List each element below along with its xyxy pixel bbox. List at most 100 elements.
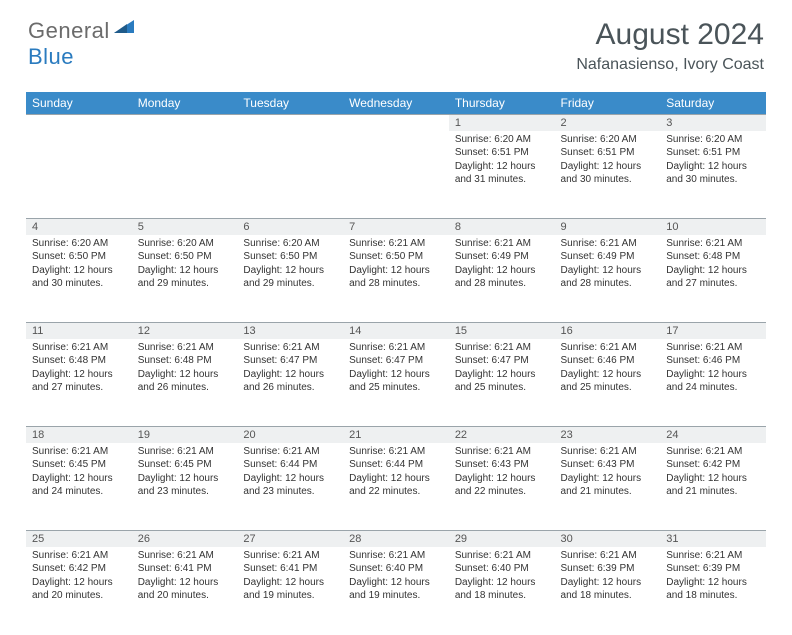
- day-number-cell: 27: [237, 531, 343, 547]
- sunrise-text: Sunrise: 6:21 AM: [138, 549, 232, 563]
- calendar-table: Sunday Monday Tuesday Wednesday Thursday…: [26, 92, 766, 635]
- daylight-text: Daylight: 12 hours and 30 minutes.: [666, 160, 760, 187]
- daylight-text: Daylight: 12 hours and 25 minutes.: [455, 368, 549, 395]
- daylight-text: Daylight: 12 hours and 24 minutes.: [32, 472, 126, 499]
- day-info-cell: Sunrise: 6:21 AMSunset: 6:40 PMDaylight:…: [343, 547, 449, 635]
- sunrise-text: Sunrise: 6:20 AM: [666, 133, 760, 147]
- day-info-cell: Sunrise: 6:21 AMSunset: 6:46 PMDaylight:…: [660, 339, 766, 427]
- day-info-cell: Sunrise: 6:20 AMSunset: 6:50 PMDaylight:…: [237, 235, 343, 323]
- sunset-text: Sunset: 6:43 PM: [561, 458, 655, 472]
- day-info-cell: Sunrise: 6:21 AMSunset: 6:46 PMDaylight:…: [555, 339, 661, 427]
- sunset-text: Sunset: 6:42 PM: [32, 562, 126, 576]
- day-number-cell: 3: [660, 115, 766, 131]
- day-number-row: 45678910: [26, 219, 766, 235]
- sunset-text: Sunset: 6:40 PM: [349, 562, 443, 576]
- daylight-text: Daylight: 12 hours and 19 minutes.: [349, 576, 443, 603]
- daylight-text: Daylight: 12 hours and 29 minutes.: [243, 264, 337, 291]
- daylight-text: Daylight: 12 hours and 18 minutes.: [561, 576, 655, 603]
- brand-word1: General: [28, 18, 110, 44]
- day-info-cell: Sunrise: 6:21 AMSunset: 6:42 PMDaylight:…: [26, 547, 132, 635]
- day-info-cell: Sunrise: 6:21 AMSunset: 6:40 PMDaylight:…: [449, 547, 555, 635]
- sunrise-text: Sunrise: 6:21 AM: [349, 445, 443, 459]
- day-number-cell: 12: [132, 323, 238, 339]
- day-info-row: Sunrise: 6:20 AMSunset: 6:51 PMDaylight:…: [26, 131, 766, 219]
- day-info-cell: Sunrise: 6:21 AMSunset: 6:47 PMDaylight:…: [343, 339, 449, 427]
- month-title: August 2024: [576, 18, 764, 52]
- weekday-header: Wednesday: [343, 92, 449, 115]
- day-info-cell: Sunrise: 6:20 AMSunset: 6:51 PMDaylight:…: [449, 131, 555, 219]
- weekday-header-row: Sunday Monday Tuesday Wednesday Thursday…: [26, 92, 766, 115]
- daylight-text: Daylight: 12 hours and 19 minutes.: [243, 576, 337, 603]
- weekday-header: Monday: [132, 92, 238, 115]
- sunset-text: Sunset: 6:46 PM: [561, 354, 655, 368]
- brand-logo: General: [28, 18, 138, 44]
- location-subtitle: Nafanasienso, Ivory Coast: [576, 56, 764, 74]
- sunrise-text: Sunrise: 6:21 AM: [32, 341, 126, 355]
- sunrise-text: Sunrise: 6:21 AM: [666, 237, 760, 251]
- day-number-cell: 25: [26, 531, 132, 547]
- weekday-header: Sunday: [26, 92, 132, 115]
- daylight-text: Daylight: 12 hours and 18 minutes.: [455, 576, 549, 603]
- title-block: August 2024 Nafanasienso, Ivory Coast: [576, 18, 764, 74]
- sunset-text: Sunset: 6:48 PM: [138, 354, 232, 368]
- sunrise-text: Sunrise: 6:20 AM: [243, 237, 337, 251]
- day-number-cell: 29: [449, 531, 555, 547]
- day-number-cell: [132, 115, 238, 131]
- weekday-header: Thursday: [449, 92, 555, 115]
- sunrise-text: Sunrise: 6:20 AM: [561, 133, 655, 147]
- sunset-text: Sunset: 6:46 PM: [666, 354, 760, 368]
- day-info-cell: Sunrise: 6:21 AMSunset: 6:45 PMDaylight:…: [132, 443, 238, 531]
- sunset-text: Sunset: 6:45 PM: [32, 458, 126, 472]
- sunrise-text: Sunrise: 6:21 AM: [666, 341, 760, 355]
- daylight-text: Daylight: 12 hours and 23 minutes.: [243, 472, 337, 499]
- day-info-cell: Sunrise: 6:21 AMSunset: 6:48 PMDaylight:…: [660, 235, 766, 323]
- sunset-text: Sunset: 6:47 PM: [349, 354, 443, 368]
- day-number-cell: 23: [555, 427, 661, 443]
- weekday-header: Friday: [555, 92, 661, 115]
- day-number-cell: 14: [343, 323, 449, 339]
- day-info-row: Sunrise: 6:21 AMSunset: 6:45 PMDaylight:…: [26, 443, 766, 531]
- day-info-cell: Sunrise: 6:21 AMSunset: 6:48 PMDaylight:…: [26, 339, 132, 427]
- sunset-text: Sunset: 6:40 PM: [455, 562, 549, 576]
- sunset-text: Sunset: 6:41 PM: [243, 562, 337, 576]
- weekday-header: Saturday: [660, 92, 766, 115]
- day-number-cell: [343, 115, 449, 131]
- sunset-text: Sunset: 6:50 PM: [349, 250, 443, 264]
- sunrise-text: Sunrise: 6:21 AM: [561, 237, 655, 251]
- sunset-text: Sunset: 6:49 PM: [561, 250, 655, 264]
- sunrise-text: Sunrise: 6:21 AM: [349, 341, 443, 355]
- day-number-cell: 2: [555, 115, 661, 131]
- daylight-text: Daylight: 12 hours and 21 minutes.: [561, 472, 655, 499]
- daylight-text: Daylight: 12 hours and 26 minutes.: [138, 368, 232, 395]
- day-info-cell: Sunrise: 6:21 AMSunset: 6:49 PMDaylight:…: [449, 235, 555, 323]
- sunset-text: Sunset: 6:51 PM: [455, 146, 549, 160]
- sunrise-text: Sunrise: 6:21 AM: [455, 237, 549, 251]
- sunrise-text: Sunrise: 6:21 AM: [666, 549, 760, 563]
- day-info-cell: Sunrise: 6:21 AMSunset: 6:47 PMDaylight:…: [237, 339, 343, 427]
- daylight-text: Daylight: 12 hours and 30 minutes.: [561, 160, 655, 187]
- day-number-cell: 24: [660, 427, 766, 443]
- day-number-cell: 18: [26, 427, 132, 443]
- daylight-text: Daylight: 12 hours and 30 minutes.: [32, 264, 126, 291]
- daylight-text: Daylight: 12 hours and 21 minutes.: [666, 472, 760, 499]
- day-info-cell: Sunrise: 6:21 AMSunset: 6:43 PMDaylight:…: [555, 443, 661, 531]
- day-info-cell: Sunrise: 6:21 AMSunset: 6:43 PMDaylight:…: [449, 443, 555, 531]
- sunset-text: Sunset: 6:48 PM: [666, 250, 760, 264]
- daylight-text: Daylight: 12 hours and 31 minutes.: [455, 160, 549, 187]
- day-info-cell: Sunrise: 6:21 AMSunset: 6:44 PMDaylight:…: [237, 443, 343, 531]
- daylight-text: Daylight: 12 hours and 22 minutes.: [455, 472, 549, 499]
- sunset-text: Sunset: 6:51 PM: [666, 146, 760, 160]
- day-number-cell: 16: [555, 323, 661, 339]
- day-number-cell: 1: [449, 115, 555, 131]
- day-number-cell: 6: [237, 219, 343, 235]
- daylight-text: Daylight: 12 hours and 20 minutes.: [138, 576, 232, 603]
- day-number-cell: 26: [132, 531, 238, 547]
- day-info-cell: [237, 131, 343, 219]
- day-number-cell: 8: [449, 219, 555, 235]
- page-header: General August 2024 Nafanasienso, Ivory …: [0, 0, 792, 84]
- sunrise-text: Sunrise: 6:21 AM: [455, 549, 549, 563]
- sunset-text: Sunset: 6:51 PM: [561, 146, 655, 160]
- sunrise-text: Sunrise: 6:21 AM: [561, 549, 655, 563]
- day-number-cell: 5: [132, 219, 238, 235]
- sunset-text: Sunset: 6:50 PM: [138, 250, 232, 264]
